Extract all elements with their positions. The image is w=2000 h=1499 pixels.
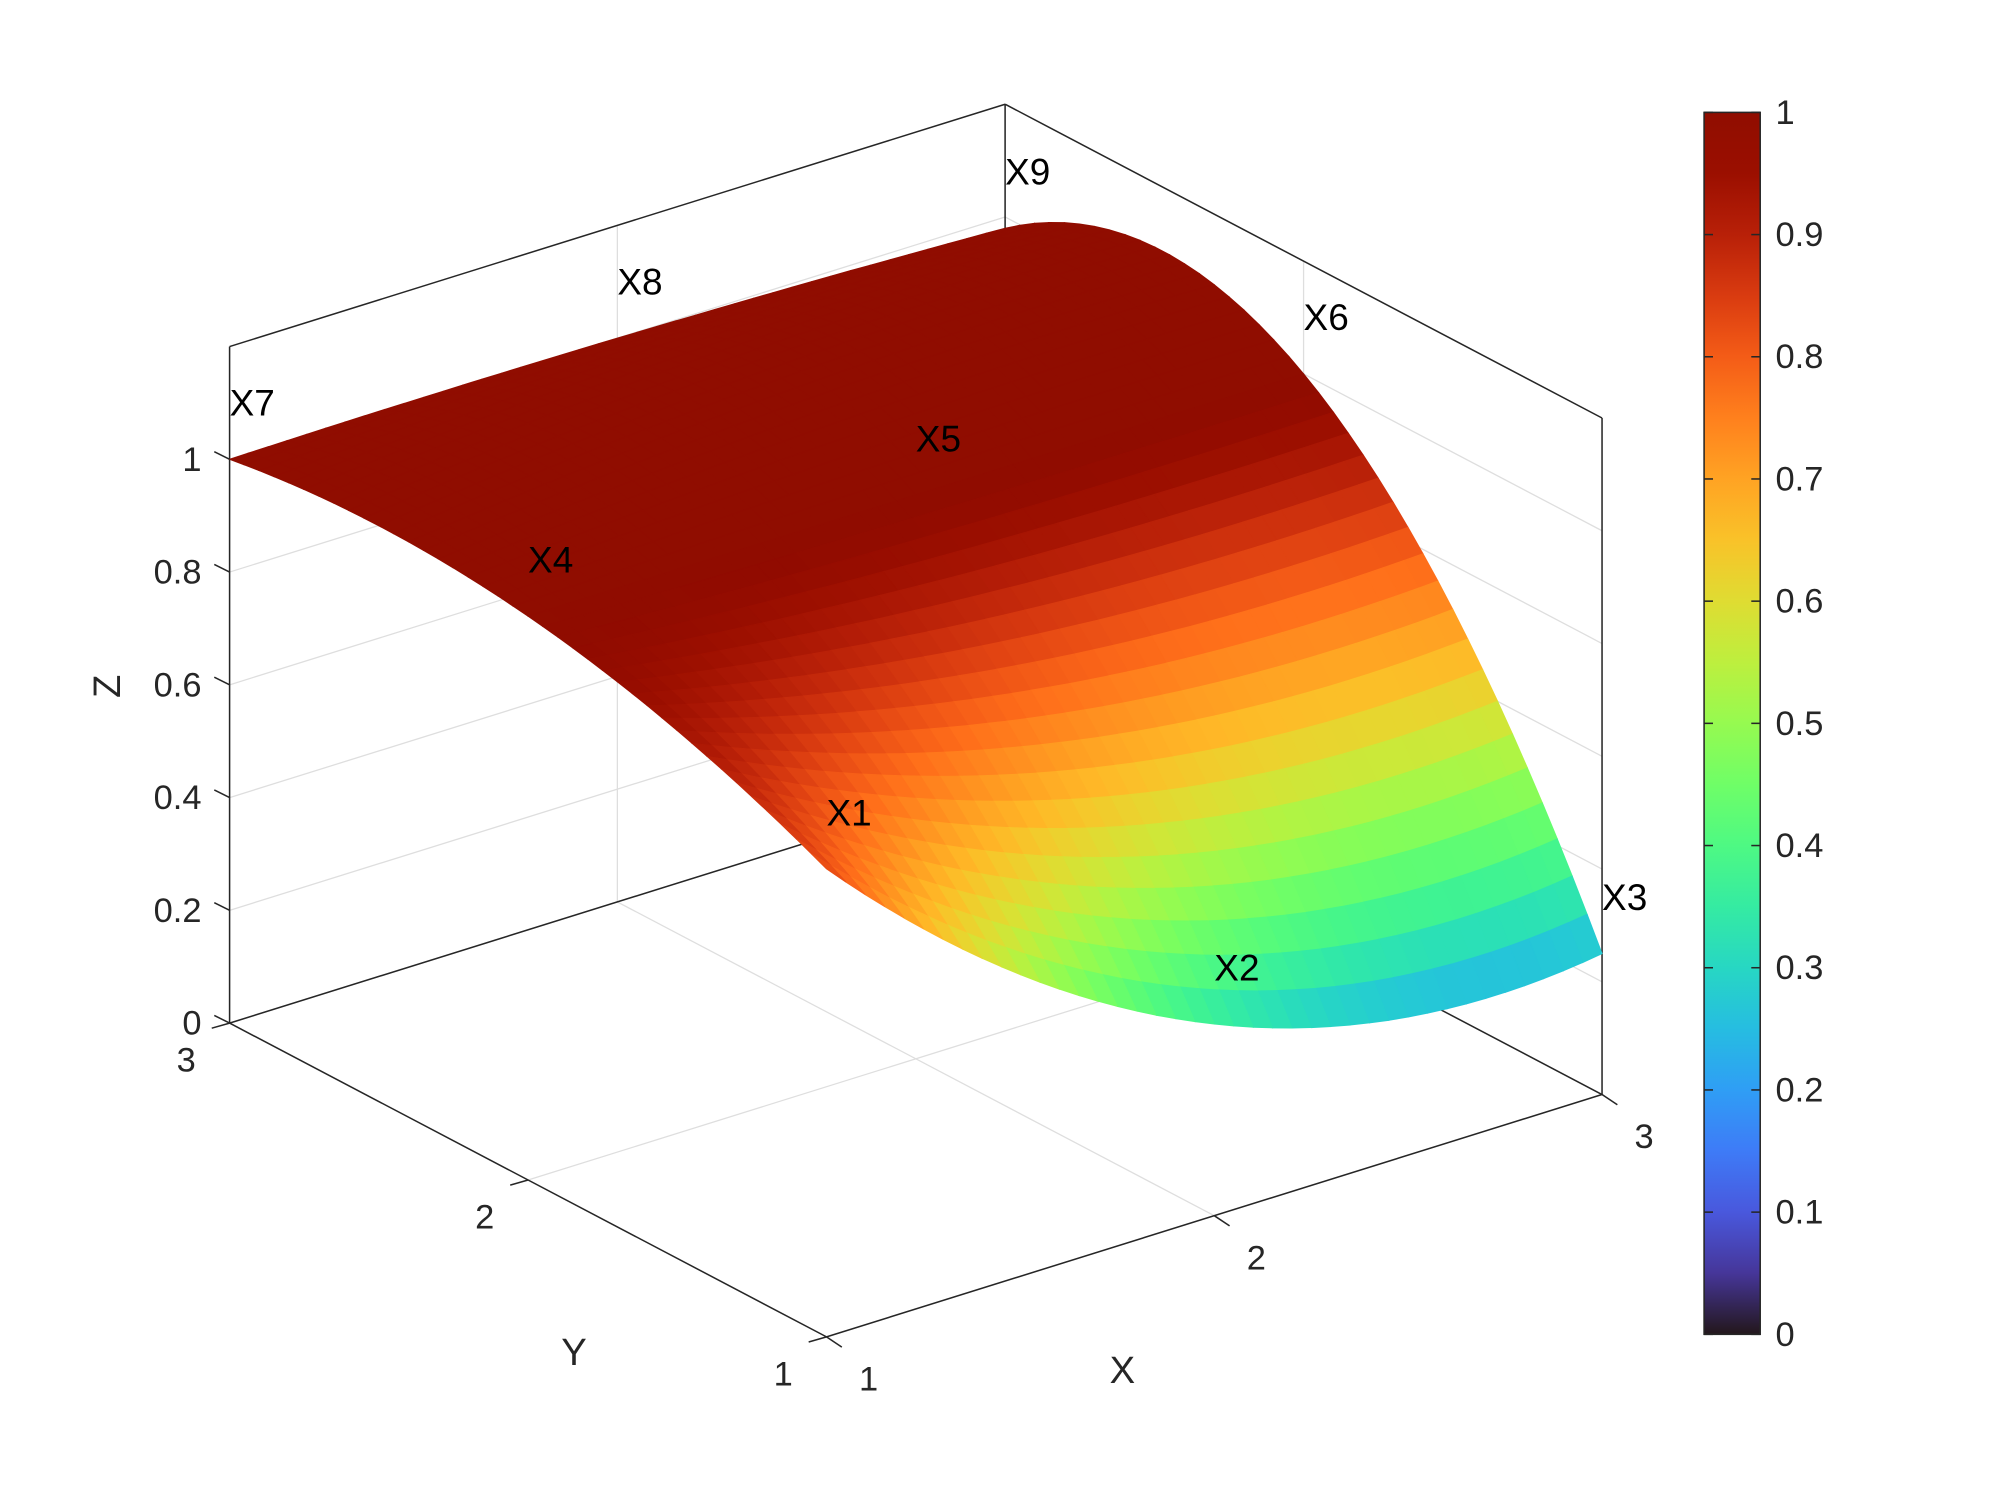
z-tick-label: 0.2 <box>154 892 202 930</box>
axis-line <box>229 1022 827 1338</box>
point-label: X3 <box>1602 877 1647 918</box>
surface <box>228 221 1603 1029</box>
point-label: X8 <box>617 262 662 303</box>
colorbar-tick-label: 0.7 <box>1776 460 1824 498</box>
x-tick-label: 2 <box>1247 1239 1266 1277</box>
x-tick-mark <box>1213 1215 1231 1227</box>
y-axis-label: Y <box>561 1331 587 1374</box>
point-label: X6 <box>1304 297 1349 338</box>
point-labels: X1 X2 X3 X4 X5 X6 X7 X8 X9 <box>230 152 1648 989</box>
y-tick-label: 2 <box>475 1198 494 1236</box>
z-tick-label: 0.6 <box>154 666 202 704</box>
colorbar-tick-label: 0.8 <box>1776 338 1824 376</box>
z-tick-mark <box>213 1014 230 1024</box>
colorbar-tick-label: 0.6 <box>1776 583 1824 621</box>
colorbar-tick-label: 0 <box>1776 1316 1795 1354</box>
z-tick-mark <box>213 450 230 461</box>
y-tick-mark <box>211 1022 230 1029</box>
axis-line <box>229 103 1006 348</box>
x-tick-label: 1 <box>859 1360 878 1398</box>
point-label: X9 <box>1005 152 1050 193</box>
colorbar-tick-label: 0.3 <box>1776 949 1824 987</box>
colorbar-tick-label: 0.1 <box>1776 1194 1824 1232</box>
z-tick-mark <box>213 902 230 912</box>
colorbar: 0 0.1 0.2 0.3 0.4 0.5 0.6 0.7 0.8 0.9 1 <box>1703 94 1824 1354</box>
x-tick-mark <box>1601 1093 1618 1106</box>
x-tick-label: 3 <box>1635 1118 1654 1156</box>
point-label: X5 <box>916 418 961 459</box>
z-tick-label: 0.4 <box>154 779 202 817</box>
y-tick-mark <box>509 1179 529 1186</box>
colorbar-tick-label: 1 <box>1776 94 1795 132</box>
y-tick-label: 1 <box>774 1355 793 1393</box>
point-label: X1 <box>827 792 872 833</box>
z-tick-mark <box>213 563 230 573</box>
y-tick-label: 3 <box>177 1042 196 1080</box>
point-label: X4 <box>528 540 573 581</box>
point-label: X7 <box>230 383 275 424</box>
colorbar-tick-label: 0.2 <box>1776 1071 1824 1109</box>
y-tick-mark <box>808 1336 827 1343</box>
colorbar-tick-label: 0.4 <box>1776 827 1824 865</box>
surface-patch <box>811 853 847 883</box>
z-tick-mark <box>213 676 230 686</box>
point-label: X2 <box>1214 947 1259 988</box>
z-axis-label: Z <box>86 675 129 698</box>
z-tick-mark <box>213 789 230 799</box>
z-tick-label: 1 <box>182 441 201 479</box>
x-tick-mark <box>826 1336 843 1348</box>
x-axis-label: X <box>1110 1349 1136 1392</box>
axis-line <box>826 1093 1603 1338</box>
colorbar-tick-label: 0.5 <box>1776 705 1824 743</box>
z-tick-label: 0 <box>182 1005 201 1043</box>
colorbar-tick-label: 0.9 <box>1776 216 1824 254</box>
axis-line <box>1004 103 1603 419</box>
z-tick-label: 0.8 <box>154 554 202 592</box>
axis-ticks: 0 0.2 0.4 0.6 0.8 1 1 2 3 1 2 3 <box>154 441 1654 1399</box>
